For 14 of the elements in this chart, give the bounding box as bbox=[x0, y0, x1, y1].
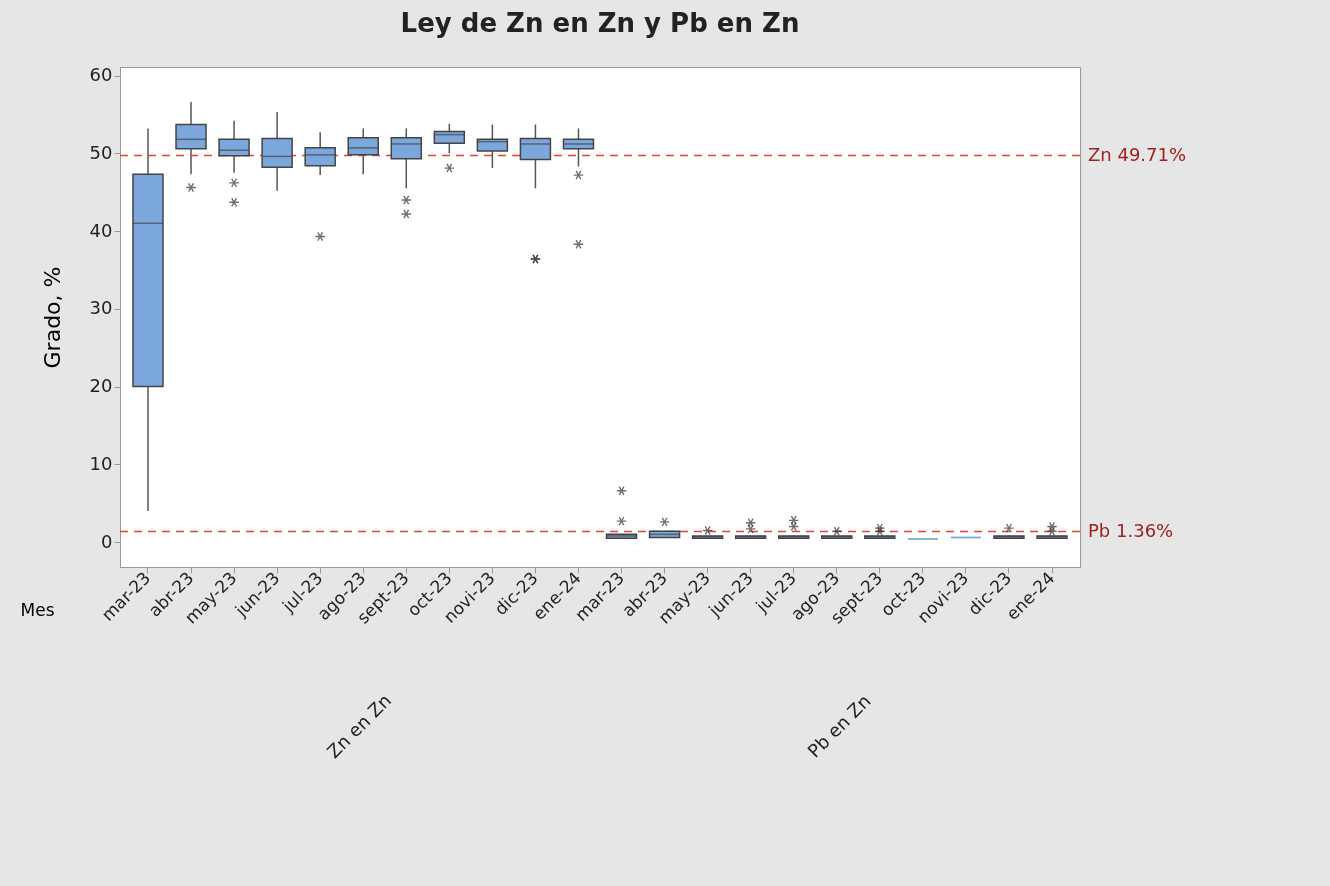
y-tick-label: 40 bbox=[89, 219, 113, 241]
y-tick-label: 0 bbox=[101, 530, 113, 552]
y-tick-label: 50 bbox=[89, 141, 113, 163]
x-axis-title: Mes bbox=[20, 599, 55, 620]
text: Pb en Zn bbox=[803, 690, 875, 762]
y-tick-label: 60 bbox=[89, 64, 113, 86]
y-tick-label: 30 bbox=[89, 297, 113, 319]
y-tick-label: 10 bbox=[89, 452, 113, 474]
ref-line-label: Pb 1.36% bbox=[1088, 519, 1174, 541]
ref-line-label: Zn 49.71% bbox=[1088, 143, 1187, 165]
chart-title: Ley de Zn en Zn y Pb en Zn bbox=[400, 7, 800, 38]
y-axis-title: Grado, % bbox=[39, 266, 65, 369]
text: Zn en Zn bbox=[322, 689, 396, 763]
y-tick-label: 20 bbox=[89, 375, 113, 397]
